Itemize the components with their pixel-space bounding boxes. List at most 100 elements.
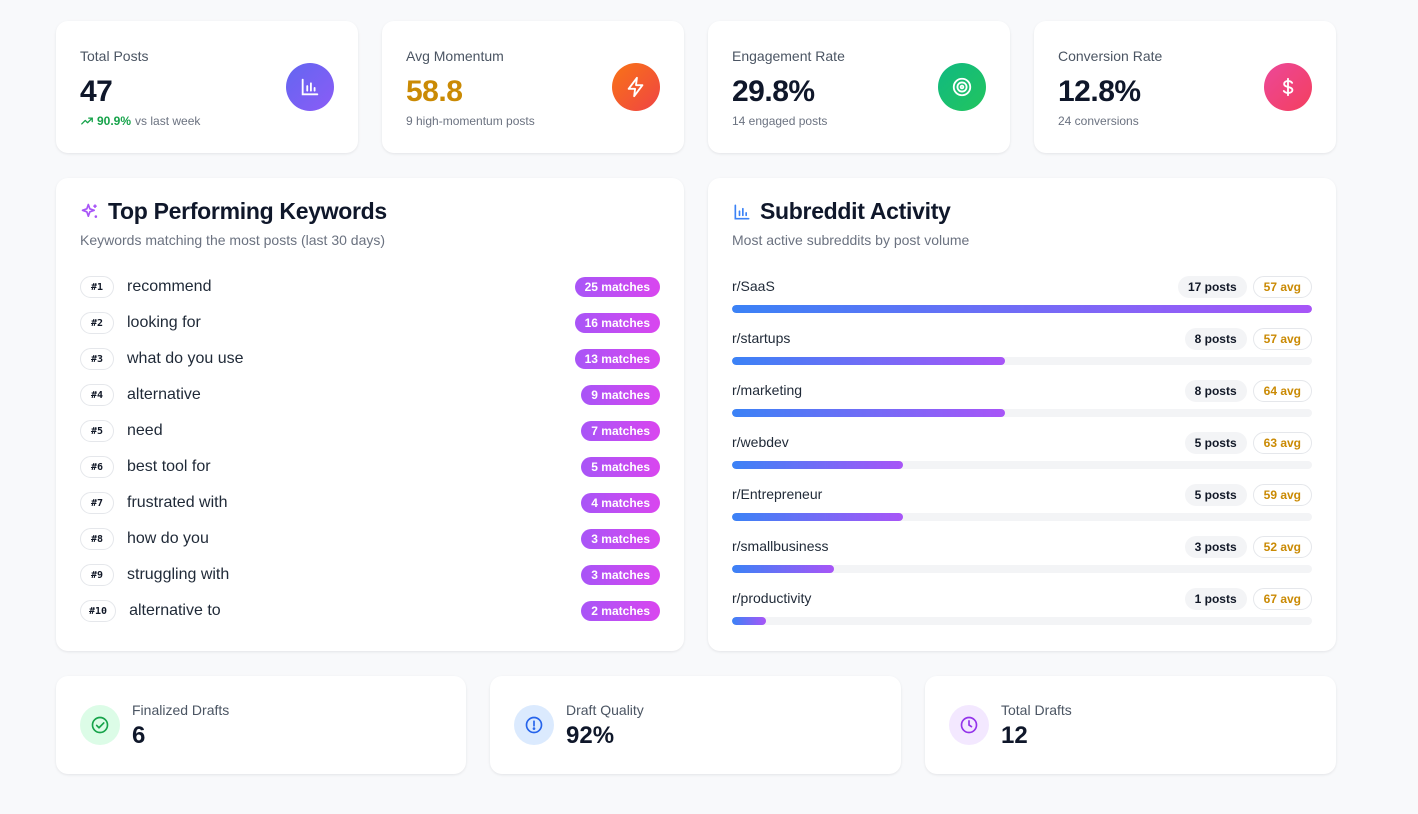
- match-count-badge: 3 matches: [581, 529, 660, 549]
- keyword-text: what do you use: [127, 350, 244, 367]
- avg-score-chip: 59 avg: [1252, 484, 1312, 506]
- keyword-rank: #6: [80, 456, 114, 478]
- finalized-drafts-card: Finalized Drafts 6: [56, 676, 466, 774]
- trend-indicator: 90.9%: [80, 114, 131, 128]
- keyword-rank: #8: [80, 528, 114, 550]
- keyword-row: #5 need 7 matches: [80, 419, 660, 443]
- avg-score-chip: 64 avg: [1252, 380, 1312, 402]
- keyword-row: #8 how do you 3 matches: [80, 527, 660, 551]
- draft-value: 12: [1001, 722, 1028, 749]
- subreddit-row: r/startups 8 posts 57 avg: [732, 328, 1312, 370]
- activity-bar-fill: [732, 617, 767, 625]
- keyword-rank: #4: [80, 384, 114, 406]
- stat-label: Engagement Rate: [732, 48, 845, 64]
- stat-value: 29.8%: [732, 75, 815, 108]
- panel-subtitle: Keywords matching the most posts (last 3…: [80, 232, 386, 248]
- match-count-badge: 3 matches: [581, 565, 660, 585]
- total-drafts-card: Total Drafts 12: [925, 676, 1336, 774]
- keyword-row: #1 recommend 25 matches: [80, 275, 660, 299]
- subreddit-row: r/marketing 8 posts 64 avg: [732, 380, 1312, 422]
- stat-card-engagement-rate: Engagement Rate 29.8% 14 engaged posts: [708, 21, 1010, 153]
- stat-sub: 9 high-momentum posts: [406, 114, 535, 128]
- keyword-text: struggling with: [127, 566, 230, 583]
- panel-title-text: Subreddit Activity: [760, 198, 951, 224]
- keyword-text: how do you: [127, 530, 209, 547]
- post-count-chip: 1 posts: [1184, 588, 1247, 610]
- match-count-badge: 13 matches: [574, 349, 660, 369]
- keyword-row: #9 struggling with 3 matches: [80, 563, 660, 587]
- keyword-text: alternative to: [129, 602, 221, 619]
- subreddit-stats: 8 posts 64 avg: [1184, 380, 1312, 402]
- subreddit-stats: 8 posts 57 avg: [1184, 328, 1312, 350]
- subreddit-name: r/marketing: [732, 382, 803, 398]
- post-count-chip: 8 posts: [1184, 328, 1247, 350]
- post-count-chip: 5 posts: [1184, 432, 1247, 454]
- stat-sub: 90.9% vs last week: [80, 114, 200, 128]
- clock-icon: [949, 705, 989, 745]
- alert-circle-icon: [514, 705, 554, 745]
- avg-score-chip: 57 avg: [1252, 276, 1312, 298]
- match-count-badge: 25 matches: [574, 277, 660, 297]
- keyword-rank: #7: [80, 492, 114, 514]
- keyword-row: #7 frustrated with 4 matches: [80, 491, 660, 515]
- keywords-panel: Top Performing Keywords Keywords matchin…: [56, 178, 684, 651]
- keyword-row: #6 best tool for 5 matches: [80, 455, 660, 479]
- keyword-rank: #9: [80, 564, 114, 586]
- post-count-chip: 8 posts: [1184, 380, 1247, 402]
- stat-sub: 24 conversions: [1058, 114, 1139, 128]
- subreddit-name: r/startups: [732, 330, 791, 346]
- stat-card-avg-momentum: Avg Momentum 58.8 9 high-momentum posts: [382, 21, 684, 153]
- activity-bar-track: [732, 409, 1312, 417]
- activity-bar-track: [732, 461, 1312, 469]
- subreddit-stats: 17 posts 57 avg: [1177, 276, 1312, 298]
- match-count-badge: 5 matches: [581, 457, 660, 477]
- subreddit-row: r/SaaS 17 posts 57 avg: [732, 276, 1312, 318]
- panel-title: Top Performing Keywords: [80, 198, 387, 225]
- stat-value: 58.8: [406, 75, 463, 108]
- trend-value: 90.9%: [97, 114, 132, 128]
- target-icon: [938, 63, 986, 111]
- subreddit-name: r/smallbusiness: [732, 538, 829, 554]
- subreddit-stats: 3 posts 52 avg: [1184, 536, 1312, 558]
- panel-subtitle: Most active subreddits by post volume: [732, 232, 970, 248]
- panel-title-text: Top Performing Keywords: [108, 198, 387, 224]
- match-count-badge: 4 matches: [581, 493, 660, 513]
- draft-label: Total Drafts: [1001, 702, 1072, 718]
- post-count-chip: 17 posts: [1177, 276, 1247, 298]
- subreddit-name: r/SaaS: [732, 278, 775, 294]
- subreddit-panel: Subreddit Activity Most active subreddit…: [708, 178, 1336, 651]
- keyword-rank: #10: [80, 600, 117, 622]
- subreddit-row: r/smallbusiness 3 posts 52 avg: [732, 536, 1312, 578]
- post-count-chip: 5 posts: [1184, 484, 1247, 506]
- subreddit-stats: 5 posts 59 avg: [1184, 484, 1312, 506]
- bar-chart-icon: [286, 63, 334, 111]
- match-count-badge: 9 matches: [581, 385, 660, 405]
- stat-label: Avg Momentum: [406, 48, 504, 64]
- keyword-row: #2 looking for 16 matches: [80, 311, 660, 335]
- dollar-icon: [1264, 63, 1312, 111]
- stat-card-conversion-rate: Conversion Rate 12.8% 24 conversions: [1034, 21, 1336, 153]
- stat-label: Conversion Rate: [1058, 48, 1163, 64]
- activity-bar-fill: [732, 305, 1312, 313]
- keyword-rank: #3: [80, 348, 114, 370]
- avg-score-chip: 63 avg: [1252, 432, 1312, 454]
- stat-value: 47: [80, 75, 113, 108]
- panel-title: Subreddit Activity: [732, 198, 951, 225]
- activity-bar-fill: [732, 513, 903, 521]
- draft-quality-card: Draft Quality 92%: [490, 676, 901, 774]
- activity-bar-track: [732, 513, 1312, 521]
- lightning-icon: [612, 63, 660, 111]
- stat-label: Total Posts: [80, 48, 149, 64]
- activity-bar-track: [732, 617, 1312, 625]
- keyword-text: best tool for: [127, 458, 211, 475]
- keyword-text: recommend: [127, 278, 212, 295]
- stat-card-total-posts: Total Posts 47 90.9% vs last week: [56, 21, 358, 153]
- keyword-rank: #2: [80, 312, 114, 334]
- keyword-text: alternative: [127, 386, 201, 403]
- subreddit-name: r/webdev: [732, 434, 789, 450]
- activity-bar-track: [732, 305, 1312, 313]
- trend-up-icon: [81, 117, 93, 125]
- draft-label: Draft Quality: [566, 702, 644, 718]
- keyword-rank: #1: [80, 276, 114, 298]
- match-count-badge: 16 matches: [574, 313, 660, 333]
